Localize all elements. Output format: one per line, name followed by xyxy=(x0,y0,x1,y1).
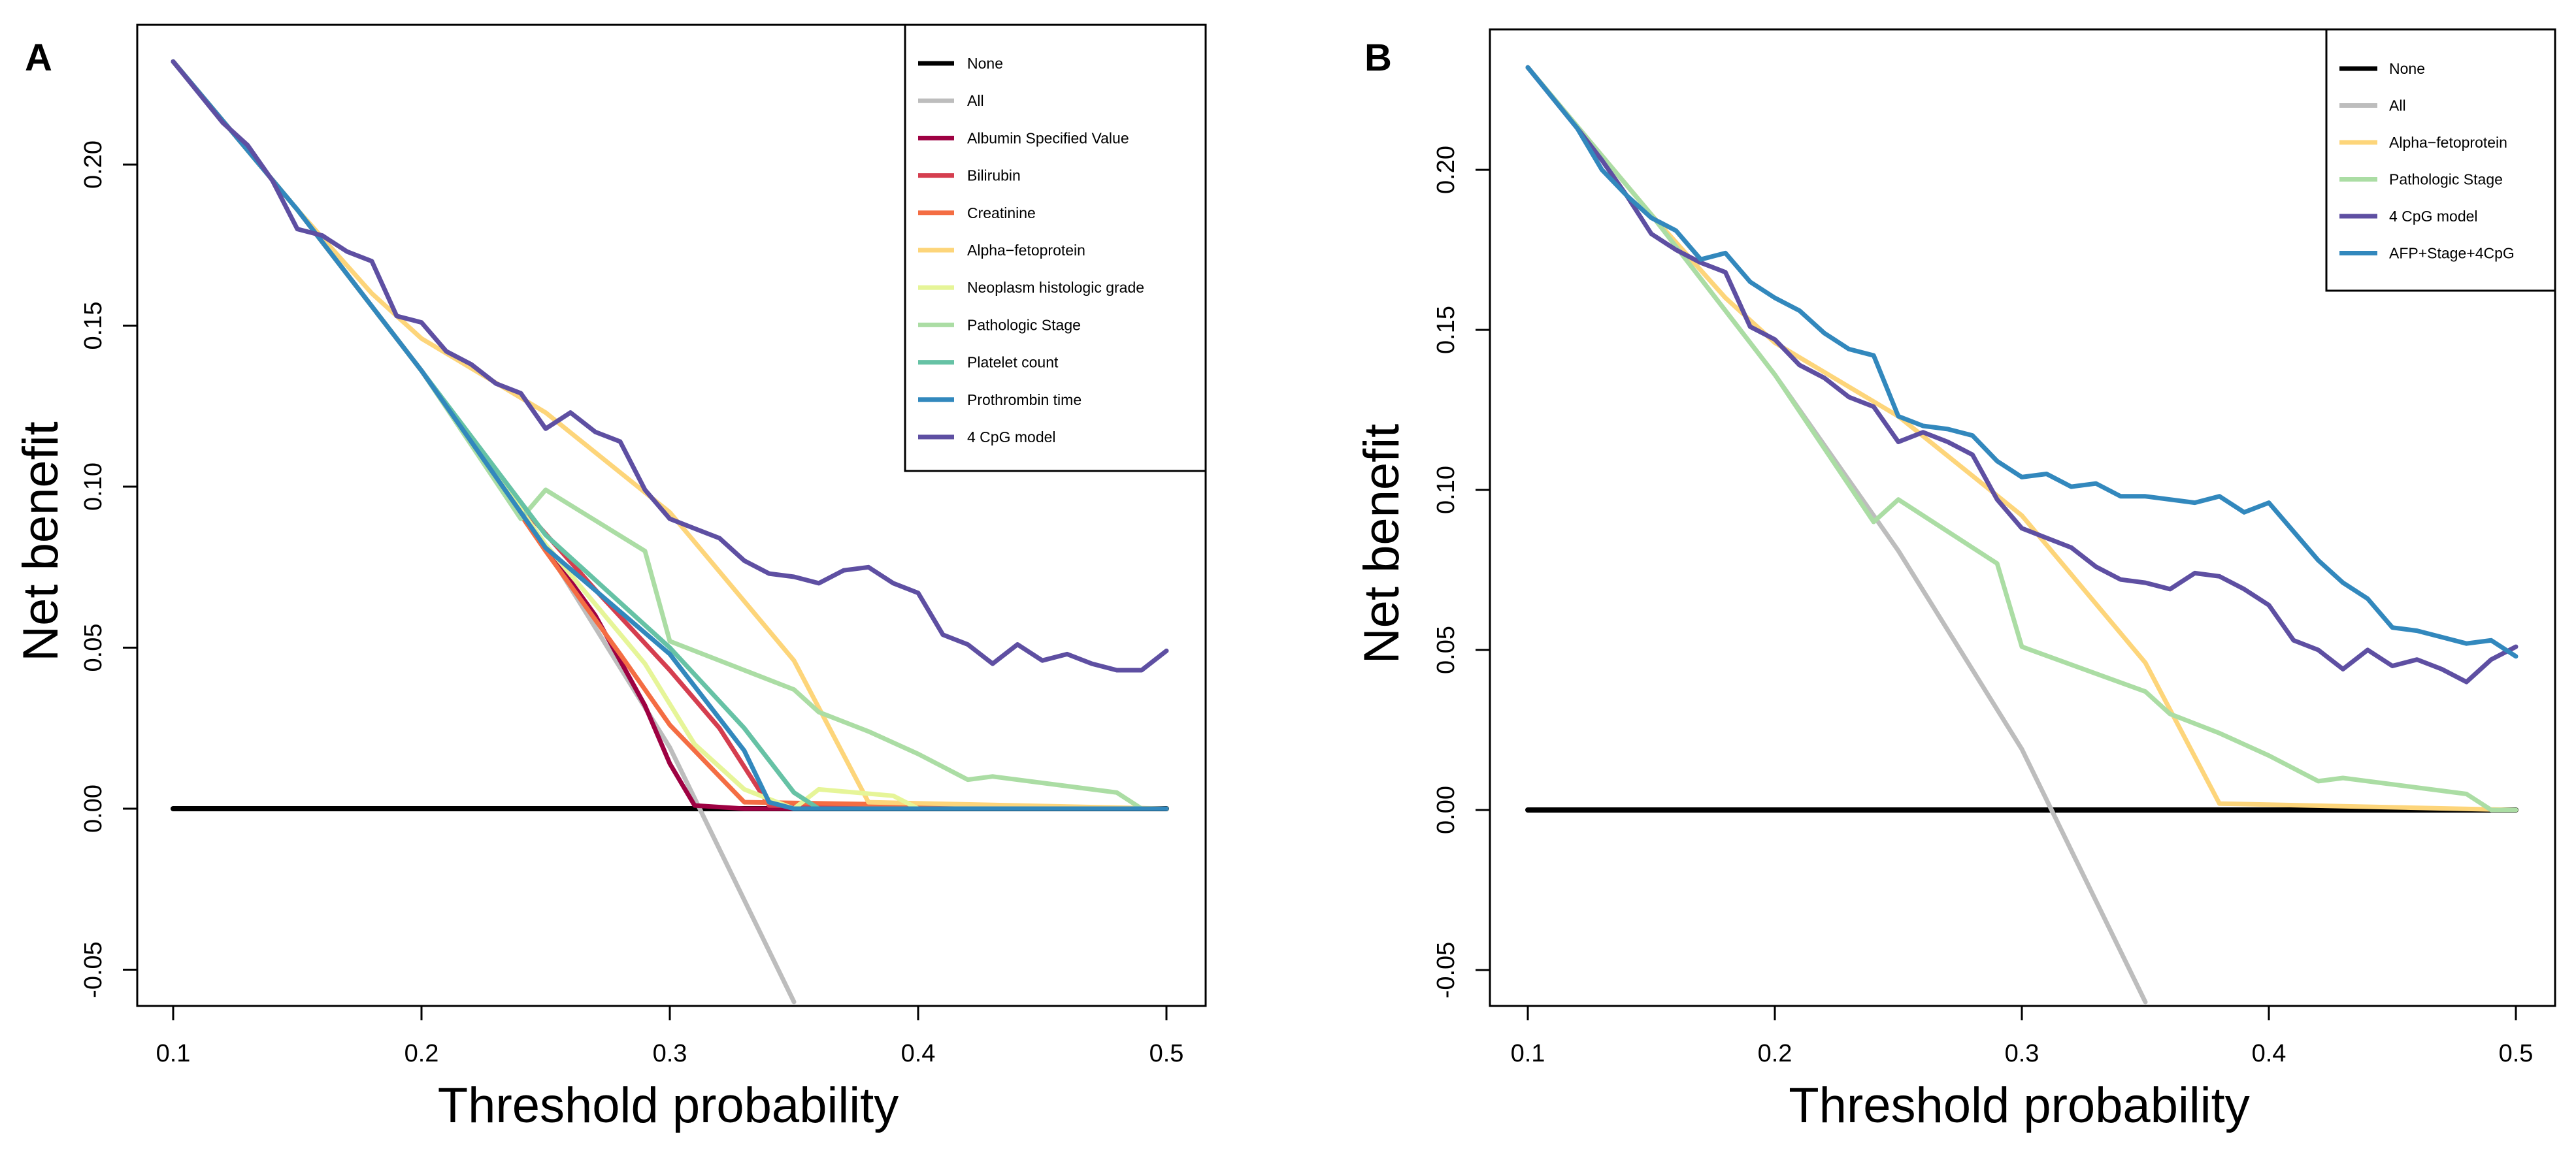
panel-b-y-tick-label: 0.20 xyxy=(1432,146,1460,194)
panel-b-y-axis-title: Net benefit xyxy=(1354,424,1410,664)
panel-a-legend-label-neoplasm-histologic-grade: Neoplasm histologic grade xyxy=(967,279,1144,296)
panel-b-line-pathologic-stage xyxy=(1525,65,2518,813)
panel-a-y-tick-label: 0.00 xyxy=(80,785,107,833)
panel-b-line-afp-stage-4cpg xyxy=(1525,65,2518,659)
panel-a-legend-label-4-cpg-model: 4 CpG model xyxy=(967,429,1056,445)
panel-a-y-tick-label: 0.20 xyxy=(80,140,107,189)
panel-b-x-axis-title: Threshold probability xyxy=(1789,1078,2250,1133)
panel-a-x-tick-label: 0.4 xyxy=(901,1040,936,1067)
panel-b-y-tick-label: 0.00 xyxy=(1432,786,1460,834)
panel-b-series-group xyxy=(1525,65,2518,1005)
panel-b-legend-label-none: None xyxy=(2389,60,2425,77)
panel-a-legend-label-albumin-specified-value: Albumin Specified Value xyxy=(967,129,1129,146)
panel-b-legend-label-afp-stage-4cpg: AFP+Stage+4CpG xyxy=(2389,245,2515,262)
panel-a-y-tick-label: 0.10 xyxy=(80,462,107,511)
panel-b-legend-box xyxy=(2325,28,2556,292)
panel-a-y-tick-label: -0.05 xyxy=(80,941,107,998)
panel-a-legend-label-none: None xyxy=(967,55,1003,72)
panel-b-x-tick-label: 0.2 xyxy=(1758,1040,1792,1067)
panel-b-y-tick-label: -0.05 xyxy=(1432,942,1460,999)
panel-a-x-tick-label: 0.1 xyxy=(156,1040,191,1067)
panel-b-legend-label-4-cpg-model: 4 CpG model xyxy=(2389,208,2478,225)
panel-a-y-axis-title: Net benefit xyxy=(13,421,69,662)
panel-a-y-tick-label: 0.05 xyxy=(80,624,107,672)
panel-b-y-tick-label: 0.15 xyxy=(1432,306,1460,354)
panel-a-legend-label-creatinine: Creatinine xyxy=(967,204,1036,221)
panel-b-legend-label-alpha-fetoprotein: Alpha−fetoprotein xyxy=(2389,134,2507,151)
panel-a-legend-label-pathologic-stage: Pathologic Stage xyxy=(967,316,1081,333)
panel-b-legend-label-pathologic-stage: Pathologic Stage xyxy=(2389,171,2503,188)
panel-b-y-tick-label: 0.05 xyxy=(1432,626,1460,674)
panel-b-legend: None All Alpha−fetoprotein Pathologic Stage… xyxy=(2325,28,2556,292)
panel-b-line-all xyxy=(1525,65,2148,1005)
panel-b-x-tick-label: 0.3 xyxy=(2005,1040,2039,1067)
panel-b-x-tick-label: 0.5 xyxy=(2499,1040,2534,1067)
panel-a-legend: None All Albumin Specified Value Bilirubin C… xyxy=(904,24,1207,472)
panel-b-legend-label-all: All xyxy=(2389,97,2406,114)
panel-a-letter: A xyxy=(25,37,52,79)
panel-b-line-4-cpg-model xyxy=(1525,65,2518,685)
panel-a-legend-box xyxy=(904,24,1207,472)
panel-a-x-tick-label: 0.2 xyxy=(405,1040,439,1067)
panel-a-x-tick-label: 0.3 xyxy=(653,1040,687,1067)
panel-a-x-axis-title: Threshold probability xyxy=(438,1078,899,1133)
panel-a-legend-label-platelet-count: Platelet count xyxy=(967,354,1059,371)
panel-b-x-tick-label: 0.4 xyxy=(2252,1040,2287,1067)
panel-b-x-tick-label: 0.1 xyxy=(1511,1040,1545,1067)
panel-a-series-group xyxy=(171,59,1169,1005)
panel-a-y-tick-label: 0.15 xyxy=(80,302,107,350)
panel-a-line-4-cpg-model xyxy=(171,59,1169,673)
panel-a-legend-label-all: All xyxy=(967,92,984,109)
panel-a: A 0.1 0.2 0.3 0.4 0.5 -0.05 0.00 0.05 0.10 0.15 0.2… xyxy=(13,24,1207,1133)
panel-a-x-tick-label: 0.5 xyxy=(1149,1040,1184,1067)
panel-a-line-prothrombin-time xyxy=(171,59,1169,811)
panel-b: B 0.1 0.2 0.3 0.4 0.5 -0.05 0.00 0.05 0.10 0.15 0.2… xyxy=(1354,28,2556,1133)
panel-a-legend-label-bilirubin: Bilirubin xyxy=(967,167,1021,184)
panel-a-legend-label-prothrombin-time: Prothrombin time xyxy=(967,391,1082,408)
panel-a-frame xyxy=(136,24,1207,1007)
panel-b-letter: B xyxy=(1364,37,1392,79)
panel-a-legend-label-alpha-fetoprotein: Alpha−fetoprotein xyxy=(967,242,1085,259)
panel-b-y-tick-label: 0.10 xyxy=(1432,466,1460,514)
